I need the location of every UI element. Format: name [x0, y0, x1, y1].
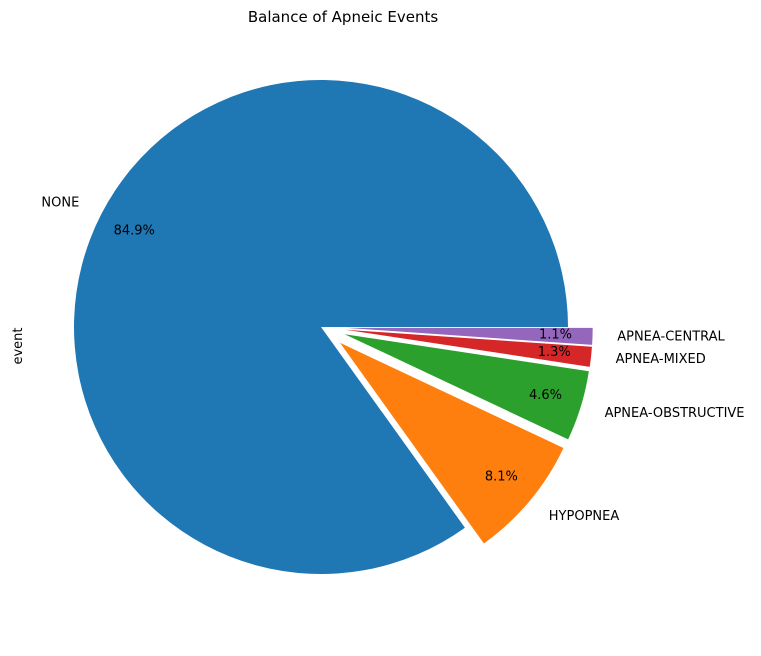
slice-label-none: NONE: [41, 195, 79, 210]
slice-percent-hypopnea: 8.1%: [485, 470, 518, 485]
pie-slices: [74, 80, 593, 575]
slice-label-apnea-central: APNEA-CENTRAL: [617, 330, 725, 345]
chart-title: Balance of Apneic Events: [248, 8, 438, 26]
pie-slice-none: [74, 80, 569, 575]
pie-slice-apnea-mixed: [345, 329, 592, 367]
y-axis-label: event: [11, 327, 26, 364]
pie-labels: NONE 84.9% HYPOPNEA 8.1% APNEA-OBSTRUCTIVE 4.…: [41, 195, 744, 524]
slice-label-hypopnea: HYPOPNEA: [549, 509, 620, 524]
slice-percent-none: 84.9%: [114, 224, 155, 239]
pie-slice-apnea-obstructive: [344, 334, 589, 440]
pie-slice-hypopnea: [339, 342, 564, 544]
slice-percent-apnea-mixed: 1.3%: [538, 345, 571, 360]
slice-label-apnea-obstructive: APNEA-OBSTRUCTIVE: [605, 406, 745, 421]
slice-percent-apnea-central: 1.1%: [539, 328, 572, 343]
pie-slice-apnea-central: [345, 327, 593, 345]
slice-percent-apnea-obstructive: 4.6%: [529, 388, 562, 403]
slice-label-apnea-mixed: APNEA-MIXED: [616, 352, 706, 367]
